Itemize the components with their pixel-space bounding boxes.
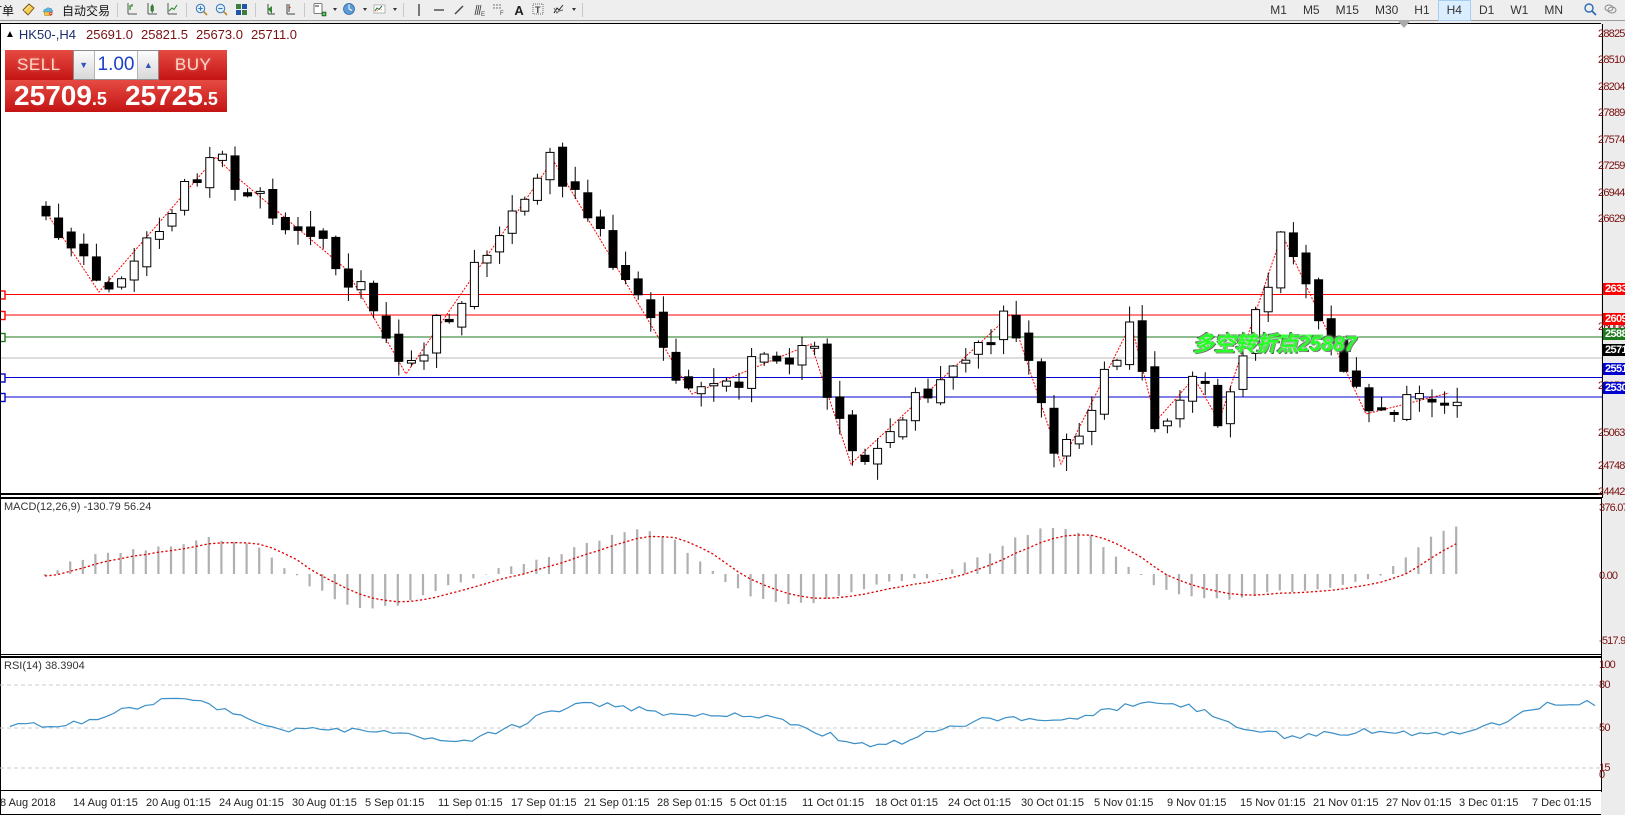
svg-text:T: T (535, 5, 541, 15)
svg-text:F: F (500, 11, 504, 17)
svg-text:E: E (481, 12, 485, 18)
